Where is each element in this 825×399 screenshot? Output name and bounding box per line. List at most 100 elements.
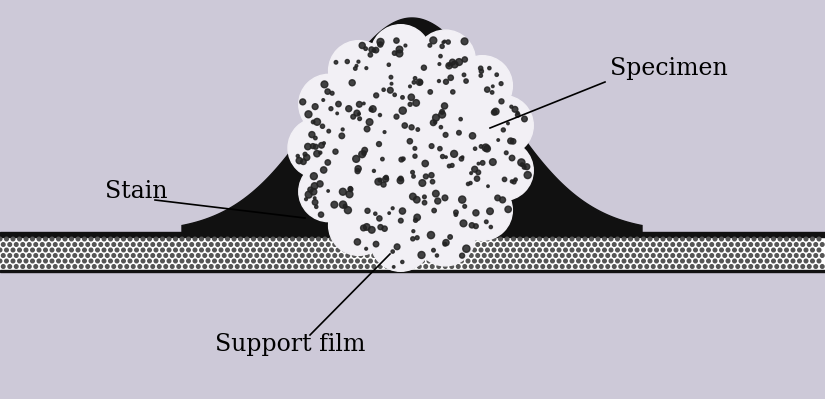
Circle shape: [394, 244, 400, 250]
Circle shape: [422, 160, 428, 167]
Circle shape: [375, 259, 379, 263]
Circle shape: [492, 85, 494, 88]
Circle shape: [674, 237, 678, 241]
Circle shape: [583, 259, 587, 263]
Circle shape: [488, 67, 491, 70]
Circle shape: [311, 120, 315, 124]
Circle shape: [193, 237, 197, 241]
Circle shape: [310, 173, 318, 180]
Circle shape: [346, 191, 353, 198]
Circle shape: [518, 159, 525, 166]
Circle shape: [414, 248, 417, 252]
Circle shape: [612, 254, 616, 257]
Circle shape: [164, 254, 167, 257]
Circle shape: [551, 259, 554, 263]
Circle shape: [438, 146, 442, 151]
Circle shape: [0, 237, 2, 241]
Circle shape: [431, 180, 435, 184]
Circle shape: [443, 239, 449, 246]
Circle shape: [544, 248, 548, 252]
Circle shape: [422, 195, 427, 199]
Circle shape: [446, 259, 450, 263]
Circle shape: [141, 237, 145, 241]
Circle shape: [397, 177, 403, 184]
Circle shape: [413, 218, 417, 222]
Circle shape: [44, 248, 47, 252]
Circle shape: [502, 254, 506, 257]
Circle shape: [434, 121, 436, 124]
Circle shape: [781, 265, 785, 268]
Circle shape: [742, 243, 746, 246]
Circle shape: [373, 47, 379, 53]
Circle shape: [161, 259, 164, 263]
Circle shape: [296, 154, 299, 158]
Circle shape: [434, 237, 437, 241]
Circle shape: [756, 243, 759, 246]
Circle shape: [262, 265, 265, 268]
Circle shape: [473, 237, 476, 241]
Circle shape: [677, 243, 681, 246]
Circle shape: [697, 243, 700, 246]
Circle shape: [473, 210, 479, 216]
Circle shape: [308, 187, 313, 192]
Circle shape: [310, 144, 315, 148]
Circle shape: [413, 196, 420, 203]
Circle shape: [362, 237, 365, 241]
Circle shape: [216, 265, 219, 268]
Circle shape: [567, 243, 571, 246]
Circle shape: [759, 237, 762, 241]
Circle shape: [229, 265, 233, 268]
Circle shape: [310, 259, 314, 263]
Circle shape: [413, 146, 417, 150]
Circle shape: [483, 265, 486, 268]
Circle shape: [0, 259, 2, 263]
Circle shape: [248, 254, 252, 257]
Circle shape: [492, 110, 497, 115]
Circle shape: [411, 243, 414, 246]
Circle shape: [808, 243, 811, 246]
Circle shape: [359, 42, 365, 49]
Circle shape: [235, 254, 239, 257]
Circle shape: [609, 259, 613, 263]
Circle shape: [349, 80, 356, 86]
Circle shape: [766, 259, 769, 263]
Circle shape: [524, 172, 531, 179]
Circle shape: [479, 248, 483, 252]
Circle shape: [174, 248, 177, 252]
Circle shape: [356, 259, 360, 263]
Text: Stain: Stain: [105, 180, 167, 203]
Circle shape: [232, 248, 236, 252]
Circle shape: [79, 254, 83, 257]
Circle shape: [442, 41, 445, 43]
Circle shape: [342, 259, 346, 263]
Circle shape: [323, 259, 327, 263]
Circle shape: [369, 227, 375, 233]
Circle shape: [482, 144, 489, 151]
Circle shape: [726, 259, 730, 263]
Circle shape: [700, 248, 704, 252]
Circle shape: [450, 164, 454, 167]
Circle shape: [512, 237, 516, 241]
Circle shape: [557, 259, 561, 263]
Circle shape: [343, 204, 347, 208]
Circle shape: [238, 259, 243, 263]
Circle shape: [106, 265, 109, 268]
Circle shape: [320, 243, 323, 246]
Bar: [0, 232, 825, 237]
Circle shape: [304, 143, 311, 150]
Circle shape: [612, 243, 616, 246]
Circle shape: [450, 150, 458, 157]
Circle shape: [196, 265, 200, 268]
Circle shape: [418, 80, 422, 85]
Circle shape: [603, 248, 606, 252]
Circle shape: [232, 259, 236, 263]
Circle shape: [408, 85, 412, 88]
Circle shape: [193, 259, 197, 263]
Circle shape: [294, 265, 298, 268]
Circle shape: [771, 259, 775, 263]
Circle shape: [505, 206, 512, 213]
Circle shape: [339, 133, 345, 139]
Circle shape: [300, 159, 306, 164]
Circle shape: [402, 157, 405, 161]
Circle shape: [362, 248, 365, 252]
